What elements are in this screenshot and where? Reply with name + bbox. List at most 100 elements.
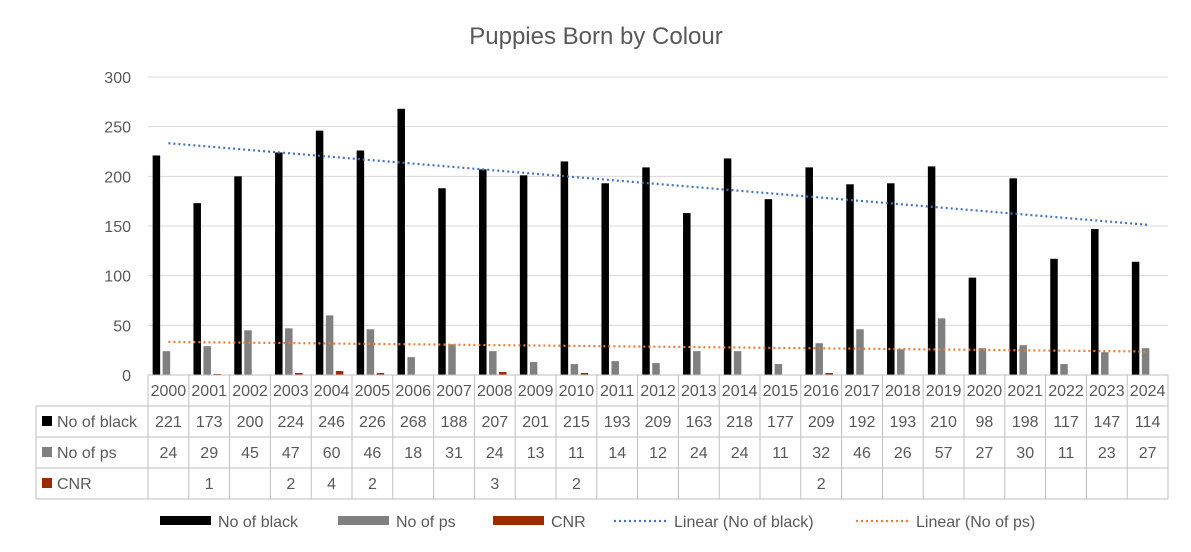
table-cell: 24 <box>690 445 708 462</box>
table-cell: 2 <box>286 476 295 493</box>
table-cell: 114 <box>1135 414 1161 431</box>
y-tick-label: 0 <box>122 368 131 385</box>
table-cell: 209 <box>808 414 835 431</box>
bar-no-of-ps <box>325 315 334 375</box>
y-tick-label: 300 <box>104 70 131 87</box>
bar-no-of-ps <box>1141 348 1150 375</box>
bar-no-of-black <box>927 166 936 375</box>
table-cell: 11 <box>1058 445 1075 462</box>
table-cell: 46 <box>364 445 382 462</box>
bar-cnr <box>295 373 303 375</box>
bar-no-of-black <box>275 152 283 375</box>
legend-label: No of black <box>218 514 299 531</box>
bar-no-of-black <box>479 169 487 375</box>
table-cell: 60 <box>323 445 341 462</box>
bar-no-of-black <box>887 183 895 375</box>
bar-cnr <box>499 372 507 375</box>
table-cell: 188 <box>441 414 468 431</box>
bar-no-of-black <box>723 158 732 375</box>
bar-no-of-black <box>397 108 405 375</box>
table-series-name: No of ps <box>57 445 117 462</box>
table-cell: 27 <box>976 445 994 462</box>
y-tick-label: 50 <box>113 318 131 335</box>
table-series-name: CNR <box>57 476 92 493</box>
table-cell: 11 <box>772 445 789 462</box>
table-cell: 18 <box>404 445 422 462</box>
table-cell: 215 <box>563 414 590 431</box>
bar-no-of-ps <box>815 343 823 375</box>
bar-no-of-ps <box>693 351 701 375</box>
x-tick-label: 2021 <box>1007 383 1043 400</box>
x-tick-label: 2022 <box>1048 383 1084 400</box>
table-cell: 27 <box>1139 445 1157 462</box>
bar-no-of-black <box>438 188 446 375</box>
bar-no-of-ps <box>244 330 252 375</box>
x-tick-label: 2000 <box>151 383 187 400</box>
bar-no-of-ps <box>937 318 946 375</box>
table-series-key <box>42 478 52 488</box>
bar-no-of-black <box>193 203 201 375</box>
trendline <box>168 142 1148 226</box>
table-cell: 210 <box>930 414 957 431</box>
table-cell: 226 <box>359 414 386 431</box>
bar-no-of-ps <box>162 351 171 375</box>
bar-no-of-black <box>1131 261 1140 375</box>
legend-label: No of ps <box>396 514 456 531</box>
bar-no-of-ps <box>978 348 987 375</box>
table-cell: 192 <box>849 414 876 431</box>
table-cell: 11 <box>568 445 585 462</box>
table-cell: 173 <box>196 414 223 431</box>
bar-no-of-black <box>1091 228 1099 375</box>
table-cell: 29 <box>200 445 218 462</box>
bar-no-of-black <box>315 130 324 375</box>
x-tick-label: 2011 <box>600 383 635 400</box>
table-cell: 57 <box>935 445 953 462</box>
bar-no-of-ps <box>1060 364 1068 375</box>
bar-no-of-ps <box>897 349 905 375</box>
x-tick-label: 2013 <box>681 383 717 400</box>
trendline <box>168 340 1148 353</box>
bar-no-of-black <box>642 167 650 375</box>
table-cell: 163 <box>685 414 712 431</box>
table-cell: 200 <box>237 414 264 431</box>
table-cell: 193 <box>604 414 631 431</box>
bar-cnr <box>825 373 833 375</box>
bar-no-of-ps <box>733 351 742 375</box>
table-cell: 32 <box>812 445 830 462</box>
table-series-name: No of black <box>57 414 138 431</box>
x-tick-label: 2024 <box>1130 383 1166 400</box>
bar-no-of-ps <box>774 364 783 375</box>
bar-cnr <box>376 373 385 375</box>
table-cell: 4 <box>327 476 336 493</box>
bar-no-of-ps <box>489 351 497 375</box>
x-tick-label: 2014 <box>722 383 758 400</box>
bar-no-of-black <box>519 175 528 375</box>
table-cell: 201 <box>522 414 549 431</box>
bar-no-of-black <box>968 277 977 375</box>
table-cell: 207 <box>481 414 508 431</box>
y-axis: 0 50 100 150 200 250 300 <box>104 70 131 385</box>
bar-no-of-ps <box>529 362 538 375</box>
bar-no-of-ps <box>285 328 293 375</box>
table-cell: 14 <box>608 445 626 462</box>
bar-no-of-ps <box>652 363 660 375</box>
bar-no-of-ps <box>366 329 375 375</box>
bar-no-of-black <box>234 176 242 375</box>
legend-label: CNR <box>551 514 586 531</box>
x-tick-label: 2015 <box>763 383 799 400</box>
table-cell: 117 <box>1053 414 1079 431</box>
table-cell: 2 <box>817 476 826 493</box>
bar-no-of-ps <box>570 364 579 375</box>
table-cell: 12 <box>649 445 667 462</box>
x-tick-label: 2005 <box>355 383 391 400</box>
table-cell: 218 <box>726 414 753 431</box>
table-cell: 45 <box>241 445 259 462</box>
table-cell: 221 <box>155 414 182 431</box>
x-tick-label: 2019 <box>926 383 962 400</box>
y-tick-label: 100 <box>104 269 131 286</box>
legend-key <box>493 516 544 525</box>
legend-label: Linear (No of ps) <box>916 514 1035 531</box>
table-cell: 46 <box>853 445 871 462</box>
x-tick-label: 2001 <box>191 383 227 400</box>
